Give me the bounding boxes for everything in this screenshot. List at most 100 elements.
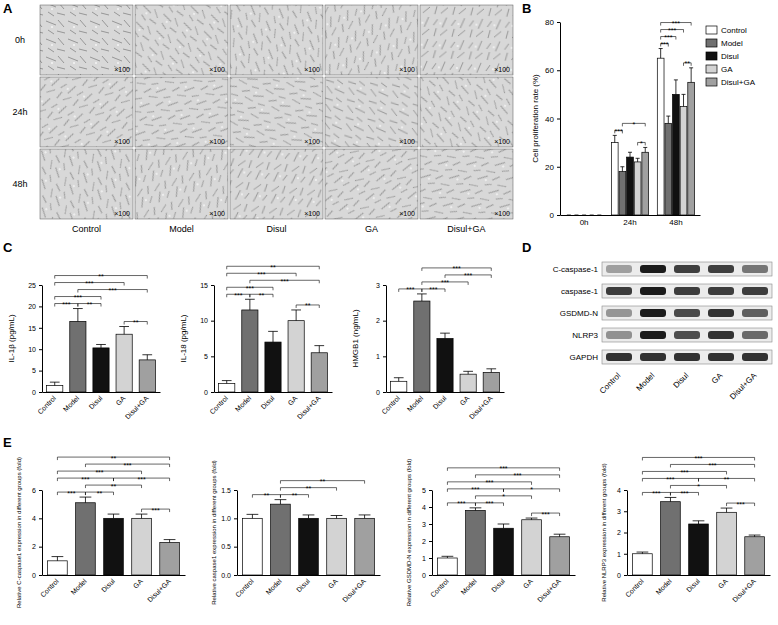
bar [466,510,486,575]
significance-label: * [502,493,505,500]
tick-label: 1 [422,555,426,562]
bar-chart: 012345ControlModelDisulGADisul+GARelativ… [406,459,576,607]
tick-label: Disul [295,577,311,593]
tick-label: 4 [422,504,426,511]
error-bar [440,333,450,338]
bar [265,342,281,392]
x-tick: Control [429,577,450,598]
cell-image [420,5,513,75]
figure: ABCDE0h×100×100×100×100×10024h×100×100×1… [0,0,778,625]
significance-label: *** [471,486,479,493]
x-tick: Disul [100,577,116,593]
error-bar [96,344,106,347]
tick-mark [383,321,386,322]
tick-label: 2 [32,543,36,550]
blot-band [640,331,666,339]
tick-label: Model [234,394,253,413]
blot-band [640,287,666,295]
y-title: Relative C-caspase1 expression in differ… [16,457,22,608]
x-tick: 0h [580,218,589,227]
tick-label: Control [380,394,401,415]
blot-band [708,265,734,273]
y-tick: 4 [422,504,432,511]
significance-label: *** [246,285,254,292]
tick-label: Control [208,394,229,415]
bar [665,123,672,215]
tick-label: Model [264,577,283,596]
significance-label: *** [513,472,521,479]
blot-band [640,265,666,273]
tick-mark [234,547,237,548]
error-bar [636,158,640,162]
error-bar [486,369,496,373]
significance-label: *** [485,500,493,507]
blot-strip [602,350,772,364]
significance-label: *** [541,511,549,518]
significance-label: *** [694,455,702,462]
tick-label: 1 [376,353,380,360]
x-tick: Model [459,577,478,596]
bar [437,339,453,393]
bar [243,518,263,575]
tick-label: Control [39,577,60,598]
column-label: Model [169,224,194,234]
tick-label: Disul [685,577,701,593]
x-tick: GA [286,394,298,406]
bar [550,537,570,575]
magnification: ×100 [399,210,415,217]
tick-label: Disul [431,394,447,410]
significance-label: *** [85,280,93,287]
legend: ControlModelDisulGADisul+GA [706,26,756,87]
error-bar [463,371,473,374]
bar [619,172,626,215]
significance-label: ** [87,301,93,308]
annotations: ****************** [227,264,320,310]
error-bar [245,299,255,310]
tick-mark [624,575,627,576]
blot-strip [602,262,772,276]
y-tick: 0.0 [221,572,237,579]
error-bar [637,552,649,554]
blot-band [674,287,700,295]
tick-mark [39,371,42,372]
y-title: IL-18 (pg/mL) [179,314,188,362]
error-bar [659,49,663,59]
x-tick: Model [69,577,88,596]
tick-label: 0.0 [221,572,231,579]
y-tick: 0 [422,572,432,579]
x-tick: Disul [431,394,447,410]
axis-line [42,286,43,393]
tick-label: Control [234,577,255,598]
tick-label: 0 [32,572,36,579]
y-tick: 10 [28,346,42,353]
y-title: Relative NLRP3 expression in different g… [601,463,607,601]
tick-mark [557,70,560,71]
tick-mark [383,356,386,357]
y-axis: 0123 [376,282,386,396]
x-tick: Disul+GA [124,394,150,420]
blot-band [742,265,768,273]
tick-label: 0 [204,389,208,396]
error-bar [498,524,510,528]
bar [70,321,86,392]
magnification: ×100 [114,66,130,73]
tick-label: 0 [422,572,426,579]
tick-label: 1.5 [221,487,231,494]
lane-label: GA [710,371,725,386]
bar [566,215,573,216]
bar [76,503,96,575]
significance-label: *** [280,278,288,285]
column-label: Disul+GA [447,224,485,234]
y-axis: 01234 [617,487,627,579]
significance-label: ** [320,478,326,485]
bar [627,157,634,215]
error-bar [721,508,733,512]
tick-label: Control [429,577,450,598]
y-tick: 80 [545,18,560,27]
error-bar [665,497,677,501]
error-bar [693,521,705,524]
panel-label: B [522,1,531,16]
x-axis: ControlModelDisulGADisul+GA [36,393,160,421]
significance-label: ** [111,483,117,490]
bar [494,528,514,575]
